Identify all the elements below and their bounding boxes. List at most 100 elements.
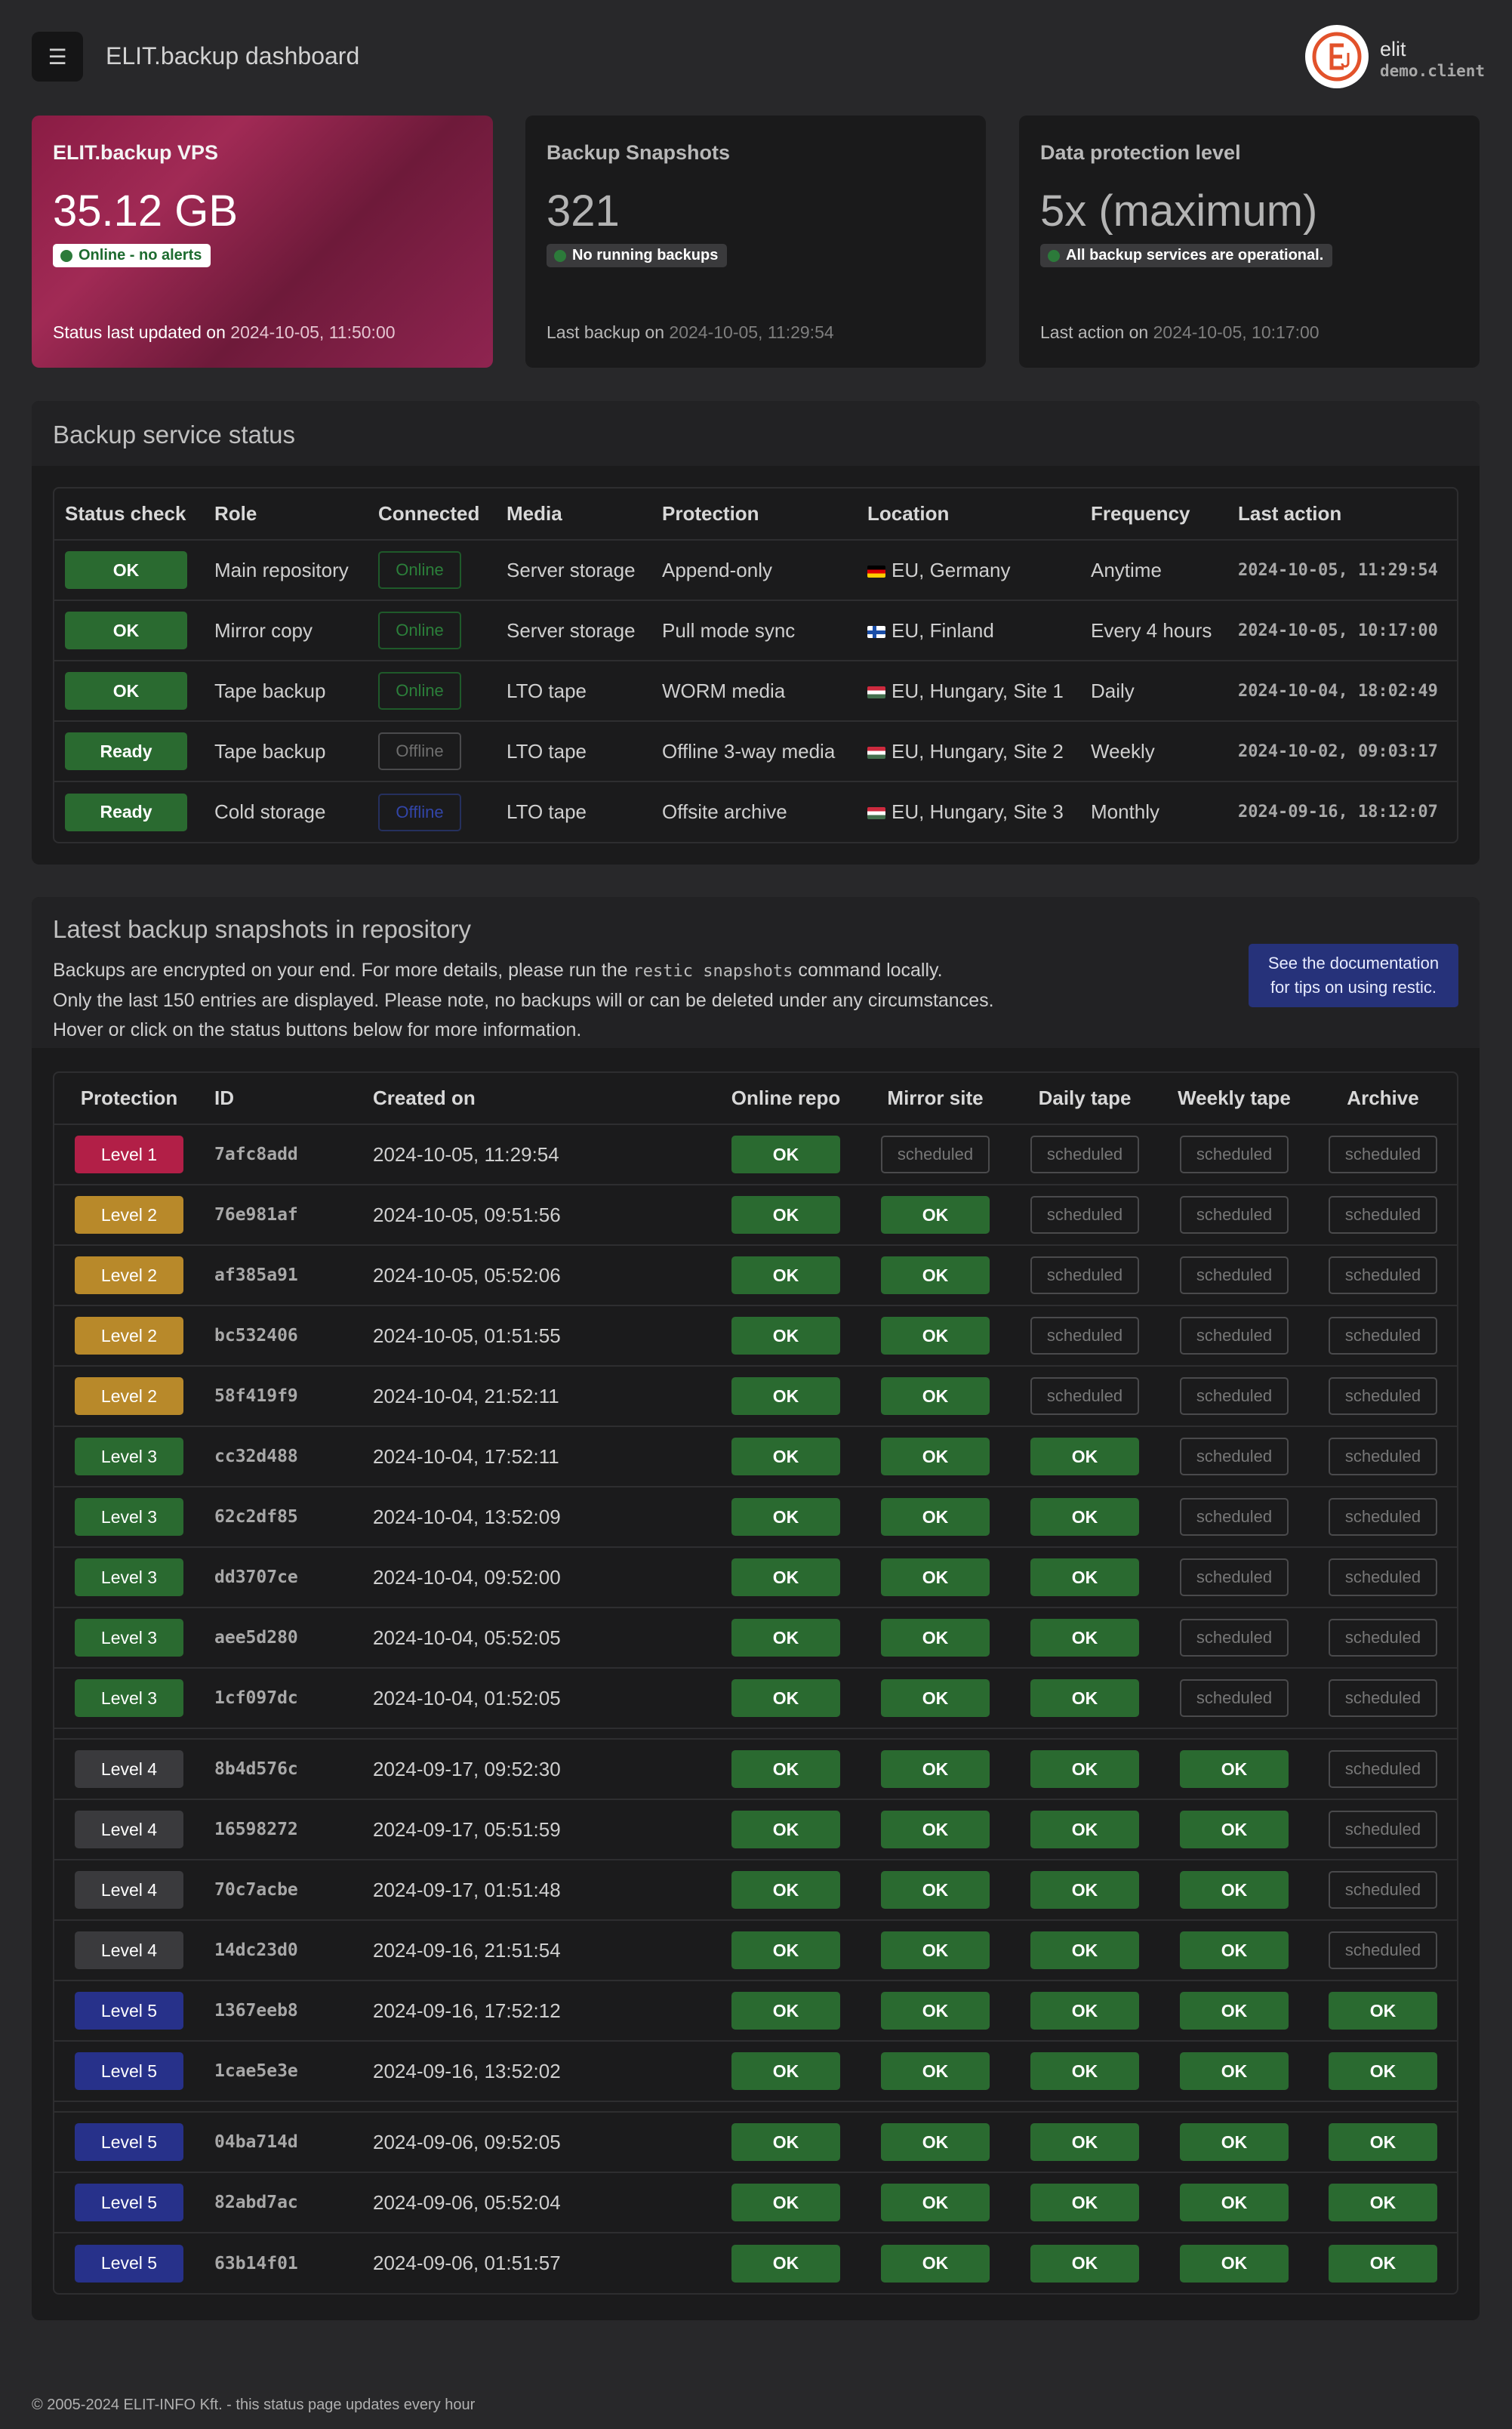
ok-status-button[interactable]: OK (1329, 2052, 1437, 2090)
scheduled-status-button[interactable]: scheduled (1180, 1679, 1289, 1717)
ok-status-button[interactable]: OK (731, 2123, 840, 2161)
ok-status-button[interactable]: OK (731, 2184, 840, 2221)
scheduled-status-button[interactable]: scheduled (1329, 1619, 1437, 1657)
scheduled-status-button[interactable]: scheduled (1329, 1256, 1437, 1294)
scheduled-status-button[interactable]: scheduled (1030, 1136, 1139, 1173)
ok-status-button[interactable]: OK (881, 2244, 990, 2283)
ok-status-button[interactable]: OK (1030, 1679, 1139, 1717)
ok-status-button[interactable]: OK (731, 1992, 840, 2030)
ok-status-button[interactable]: OK (1329, 2244, 1437, 2283)
ok-status-button[interactable]: OK (881, 1679, 990, 1717)
status-check-button[interactable]: Ready (65, 793, 187, 831)
ok-status-button[interactable]: OK (1030, 1992, 1139, 2030)
scheduled-status-button[interactable]: scheduled (1329, 1558, 1437, 1596)
ok-status-button[interactable]: OK (881, 1992, 990, 2030)
ok-status-button[interactable]: OK (881, 2123, 990, 2161)
protection-level-badge[interactable]: Level 5 (75, 2123, 183, 2161)
ok-status-button[interactable]: OK (731, 1558, 840, 1596)
protection-level-badge[interactable]: Level 2 (75, 1317, 183, 1355)
ok-status-button[interactable]: OK (1180, 1931, 1289, 1969)
ok-status-button[interactable]: OK (881, 1811, 990, 1848)
ok-status-button[interactable]: OK (731, 1377, 840, 1415)
ok-status-button[interactable]: OK (881, 1196, 990, 1234)
ok-status-button[interactable]: OK (1030, 2184, 1139, 2221)
scheduled-status-button[interactable]: scheduled (1329, 1377, 1437, 1415)
scheduled-status-button[interactable]: scheduled (1030, 1256, 1139, 1294)
protection-level-badge[interactable]: Level 4 (75, 1931, 183, 1969)
scheduled-status-button[interactable]: scheduled (1180, 1558, 1289, 1596)
ok-status-button[interactable]: OK (1030, 2244, 1139, 2283)
menu-button[interactable]: ☰ (32, 32, 83, 82)
documentation-button[interactable]: See the documentation for tips on using … (1249, 944, 1458, 1007)
ok-status-button[interactable]: OK (881, 1317, 990, 1355)
ok-status-button[interactable]: OK (881, 1871, 990, 1909)
scheduled-status-button[interactable]: scheduled (1329, 1438, 1437, 1475)
ok-status-button[interactable]: OK (1329, 2123, 1437, 2161)
ok-status-button[interactable]: OK (731, 2244, 840, 2283)
scheduled-status-button[interactable]: scheduled (1329, 1750, 1437, 1788)
ok-status-button[interactable]: OK (881, 1498, 990, 1536)
ok-status-button[interactable]: OK (1180, 2244, 1289, 2283)
ok-status-button[interactable]: OK (1180, 1992, 1289, 2030)
scheduled-status-button[interactable]: scheduled (1180, 1377, 1289, 1415)
ok-status-button[interactable]: OK (1030, 1438, 1139, 1475)
protection-level-badge[interactable]: Level 3 (75, 1558, 183, 1596)
protection-level-badge[interactable]: Level 5 (75, 2244, 183, 2283)
ok-status-button[interactable]: OK (731, 1931, 840, 1969)
ok-status-button[interactable]: OK (731, 1811, 840, 1848)
scheduled-status-button[interactable]: scheduled (1180, 1136, 1289, 1173)
ok-status-button[interactable]: OK (731, 1498, 840, 1536)
ok-status-button[interactable]: OK (731, 1679, 840, 1717)
scheduled-status-button[interactable]: scheduled (1329, 1498, 1437, 1536)
protection-level-badge[interactable]: Level 1 (75, 1136, 183, 1173)
status-badge[interactable]: No running backups (547, 244, 728, 267)
ok-status-button[interactable]: OK (1030, 1498, 1139, 1536)
ok-status-button[interactable]: OK (881, 2184, 990, 2221)
protection-level-badge[interactable]: Level 5 (75, 1992, 183, 2030)
ok-status-button[interactable]: OK (1030, 1558, 1139, 1596)
scheduled-status-button[interactable]: scheduled (1180, 1619, 1289, 1657)
scheduled-status-button[interactable]: scheduled (1180, 1196, 1289, 1234)
ok-status-button[interactable]: OK (731, 1196, 840, 1234)
ok-status-button[interactable]: OK (1030, 1619, 1139, 1657)
ok-status-button[interactable]: OK (731, 1136, 840, 1173)
ok-status-button[interactable]: OK (1030, 2052, 1139, 2090)
scheduled-status-button[interactable]: scheduled (1180, 1498, 1289, 1536)
scheduled-status-button[interactable]: scheduled (1329, 1679, 1437, 1717)
ok-status-button[interactable]: OK (881, 1931, 990, 1969)
scheduled-status-button[interactable]: scheduled (1329, 1931, 1437, 1969)
avatar[interactable] (1305, 25, 1369, 88)
protection-level-badge[interactable]: Level 5 (75, 2052, 183, 2090)
ok-status-button[interactable]: OK (731, 1871, 840, 1909)
ok-status-button[interactable]: OK (1030, 1811, 1139, 1848)
ok-status-button[interactable]: OK (731, 1750, 840, 1788)
ok-status-button[interactable]: OK (1329, 2184, 1437, 2221)
ok-status-button[interactable]: OK (881, 1438, 990, 1475)
status-check-button[interactable]: OK (65, 612, 187, 649)
ok-status-button[interactable]: OK (731, 2052, 840, 2090)
ok-status-button[interactable]: OK (1329, 1992, 1437, 2030)
ok-status-button[interactable]: OK (881, 2052, 990, 2090)
ok-status-button[interactable]: OK (881, 1619, 990, 1657)
ok-status-button[interactable]: OK (1180, 1811, 1289, 1848)
protection-level-badge[interactable]: Level 2 (75, 1196, 183, 1234)
ok-status-button[interactable]: OK (1180, 2184, 1289, 2221)
scheduled-status-button[interactable]: scheduled (1180, 1256, 1289, 1294)
scheduled-status-button[interactable]: scheduled (1030, 1377, 1139, 1415)
status-badge[interactable]: Online - no alerts (53, 244, 211, 267)
scheduled-status-button[interactable]: scheduled (1180, 1317, 1289, 1355)
scheduled-status-button[interactable]: scheduled (1329, 1136, 1437, 1173)
status-check-button[interactable]: OK (65, 551, 187, 589)
scheduled-status-button[interactable]: scheduled (881, 1136, 990, 1173)
protection-level-badge[interactable]: Level 4 (75, 1750, 183, 1788)
protection-level-badge[interactable]: Level 4 (75, 1811, 183, 1848)
ok-status-button[interactable]: OK (1030, 2123, 1139, 2161)
ok-status-button[interactable]: OK (731, 1317, 840, 1355)
protection-level-badge[interactable]: Level 2 (75, 1256, 183, 1294)
protection-level-badge[interactable]: Level 5 (75, 2184, 183, 2221)
scheduled-status-button[interactable]: scheduled (1030, 1196, 1139, 1234)
ok-status-button[interactable]: OK (881, 1256, 990, 1294)
scheduled-status-button[interactable]: scheduled (1329, 1317, 1437, 1355)
protection-level-badge[interactable]: Level 3 (75, 1679, 183, 1717)
status-check-button[interactable]: Ready (65, 732, 187, 770)
